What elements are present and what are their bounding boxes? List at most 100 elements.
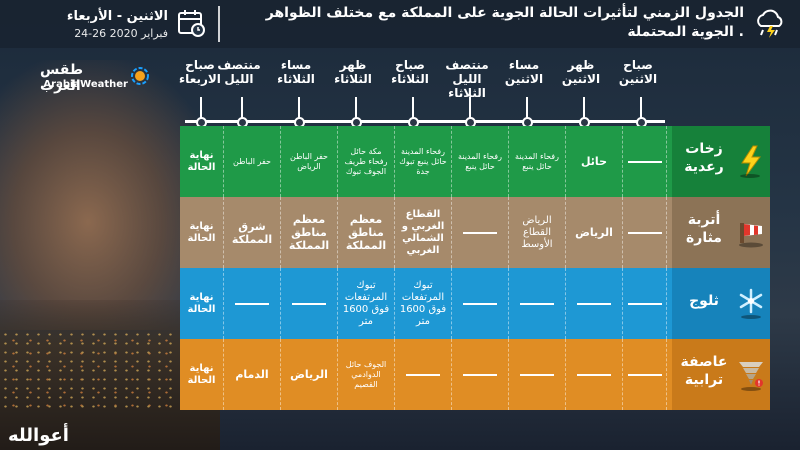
cell-period-1 — [623, 197, 667, 268]
cell-period-5: القطاع الغربي و الشمالي الغربي — [395, 197, 452, 268]
empty-dash — [406, 373, 440, 376]
period-header-2: ظهر الاثنين — [561, 58, 601, 86]
period-header-5: صباح الثلاثاء — [391, 58, 429, 86]
cell-text: معظم مناطق المملكة — [288, 213, 330, 252]
date-range: 24-26 فبراير 2020 — [74, 27, 168, 40]
cell-text: الدمام — [235, 368, 269, 381]
date-block: الاثنين - الأربعاء 24-26 فبراير 2020 — [18, 8, 168, 42]
cell-period-3: الرياض القطاع الأوسط — [509, 197, 566, 268]
cell-period-4 — [452, 268, 509, 339]
cell-period-6: مكة حائل رفحاء طريف الجوف تبوك — [338, 126, 395, 197]
cell-period-4: رفحاء المدينة حائل ينبع — [452, 126, 509, 197]
timeline-stem — [583, 97, 585, 119]
period-header-4: منتصف الليل الثلاثاء — [445, 58, 489, 100]
cell-period-2: الرياض — [566, 197, 623, 268]
empty-dash — [235, 302, 269, 305]
cell-text: الرياض القطاع الأوسط — [521, 214, 553, 250]
period-header-7: مساء الثلاثاء — [277, 58, 315, 86]
cell-period-4 — [452, 339, 509, 410]
date-days: الاثنين - الأربعاء — [66, 9, 168, 24]
cell-period-8: شرق المملكة — [224, 197, 281, 268]
calendar-icon — [178, 10, 205, 37]
timeline-stem — [241, 97, 243, 119]
row-label-thunderstorms: زخات رعدية — [672, 126, 770, 197]
cell-text: نهاية الحالة — [187, 362, 216, 386]
cell-text: حفر الباطن الرياض — [290, 151, 328, 171]
cell-period-1 — [623, 126, 667, 197]
header-divider — [218, 6, 220, 42]
background-city-lights — [0, 330, 200, 410]
tornado-icon — [739, 362, 763, 391]
cell-text: الرياض — [575, 226, 613, 239]
cell-period-4 — [452, 197, 509, 268]
row-label-text: زخات رعدية — [684, 141, 724, 175]
cell-period-1 — [623, 339, 667, 410]
cell-text: رفحاء المدينة حائل ينبع — [514, 151, 559, 171]
period-header-8: منتصف الليل — [217, 58, 261, 86]
cell-period-7: حفر الباطن الرياض — [281, 126, 338, 197]
cell-text: نهاية الحالة — [187, 220, 216, 244]
period-header-9: صباح الاربعاء — [179, 58, 221, 86]
cell-text: تبوك المرتفعات فوق 1600 متر — [342, 279, 390, 327]
cell-text: نهاية الحالة — [187, 149, 216, 173]
cell-period-8 — [224, 268, 281, 339]
timeline-stem — [355, 97, 357, 119]
cell-text: معظم مناطق المملكة — [345, 213, 387, 252]
cell-text: رفحاء المدينة حائل ينبع — [457, 151, 502, 171]
lightning-icon — [740, 145, 761, 178]
timeline-stem — [526, 97, 528, 119]
cell-period-3 — [509, 268, 566, 339]
cell-text: شرق المملكة — [231, 219, 273, 246]
empty-dash — [577, 302, 611, 305]
cell-period-6: تبوك المرتفعات فوق 1600 متر — [338, 268, 395, 339]
row-dust-storm: نهاية الحالة الدمام الرياض الجوف حائل ال… — [180, 339, 770, 410]
cell-period-5: تبوك المرتفعات فوق 1600 متر — [395, 268, 452, 339]
empty-dash — [627, 231, 662, 234]
empty-dash — [463, 302, 497, 305]
cell-period-9: نهاية الحالة — [180, 339, 224, 410]
cell-period-8: الدمام — [224, 339, 281, 410]
cell-period-7: الرياض — [281, 339, 338, 410]
empty-dash — [627, 160, 662, 163]
row-label-dust-storm: عاصفة ترابية — [672, 339, 770, 410]
snowflake-icon — [739, 288, 763, 319]
row-raised-dust: نهاية الحالة شرق المملكة معظم مناطق المم… — [180, 197, 770, 268]
period-header-3: مساء الاثنين — [504, 58, 544, 86]
cell-period-6: الجوف حائل الدوادمي القصيم — [338, 339, 395, 410]
cell-text: رفحاء المدينة حائل ينبع تبوك جدة — [399, 146, 447, 176]
cell-period-9: نهاية الحالة — [180, 268, 224, 339]
cell-period-9: نهاية الحالة — [180, 126, 224, 197]
timeline-stem — [412, 97, 414, 119]
cell-period-2 — [566, 268, 623, 339]
empty-dash — [463, 231, 497, 234]
cell-text: الجوف حائل الدوادمي القصيم — [345, 359, 387, 389]
cell-period-7: معظم مناطق المملكة — [281, 197, 338, 268]
timeline-stem — [640, 97, 642, 119]
cell-period-5 — [395, 339, 452, 410]
empty-dash — [577, 373, 611, 376]
empty-dash — [292, 302, 326, 305]
cell-text: الرياض — [290, 368, 328, 381]
sun-logo-icon — [131, 67, 149, 85]
page-title: الجدول الزمني لتأثيرات الحالة الجوية على… — [265, 5, 744, 40]
empty-dash — [520, 373, 554, 376]
cell-text: حفر الباطن — [233, 156, 271, 166]
row-thunderstorms: نهاية الحالة حفر الباطن حفر الباطن الريا… — [180, 126, 770, 197]
timeline-stem — [298, 97, 300, 119]
period-header-6: ظهر الثلاثاء — [334, 58, 372, 86]
cell-period-3 — [509, 339, 566, 410]
row-label-text: أتربة مثارة — [686, 212, 722, 246]
row-label-text: ثلوج — [689, 293, 719, 309]
period-header-1: صباح الاثنين — [618, 58, 658, 86]
cell-period-2: حائل — [566, 126, 623, 197]
empty-dash — [463, 373, 497, 376]
dust-wind-icon — [739, 223, 763, 248]
cell-text: حائل — [580, 155, 607, 168]
empty-dash — [627, 302, 662, 305]
cell-text: نهاية الحالة — [187, 291, 216, 315]
arabiaweather-logo: طقس العرب ArabiaWeather — [40, 62, 150, 96]
title-bar: الجدول الزمني لتأثيرات الحالة الجوية على… — [0, 0, 800, 48]
cell-text: القطاع الغربي و الشمالي الغربي — [401, 208, 445, 256]
timeline-line — [185, 120, 665, 123]
cell-text: تبوك المرتفعات فوق 1600 متر — [399, 279, 447, 327]
